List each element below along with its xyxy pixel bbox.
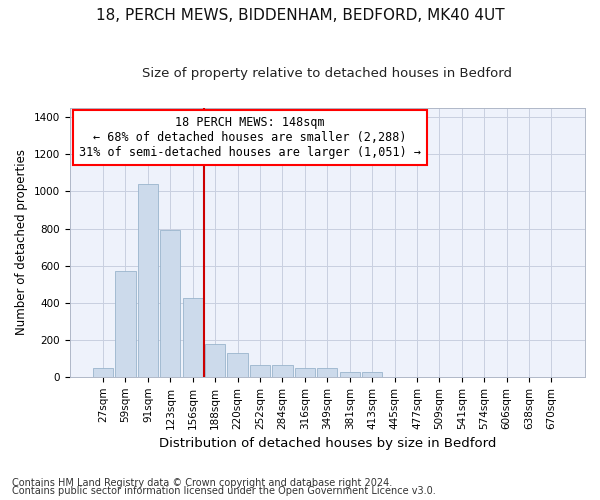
Bar	[227, 353, 248, 377]
Bar	[272, 365, 293, 377]
Bar	[138, 184, 158, 377]
Title: Size of property relative to detached houses in Bedford: Size of property relative to detached ho…	[142, 68, 512, 80]
Bar	[295, 368, 315, 377]
Text: 18 PERCH MEWS: 148sqm
← 68% of detached houses are smaller (2,288)
31% of semi-d: 18 PERCH MEWS: 148sqm ← 68% of detached …	[79, 116, 421, 159]
Text: Contains HM Land Registry data © Crown copyright and database right 2024.: Contains HM Land Registry data © Crown c…	[12, 478, 392, 488]
Bar	[205, 344, 225, 377]
Y-axis label: Number of detached properties: Number of detached properties	[15, 150, 28, 336]
Bar	[317, 368, 337, 377]
Bar	[340, 372, 360, 377]
Bar	[250, 365, 270, 377]
Bar	[160, 230, 181, 377]
Text: 18, PERCH MEWS, BIDDENHAM, BEDFORD, MK40 4UT: 18, PERCH MEWS, BIDDENHAM, BEDFORD, MK40…	[95, 8, 505, 22]
Bar	[182, 298, 203, 377]
Text: Contains public sector information licensed under the Open Government Licence v3: Contains public sector information licen…	[12, 486, 436, 496]
Bar	[362, 372, 382, 377]
Bar	[93, 368, 113, 377]
Bar	[115, 271, 136, 377]
X-axis label: Distribution of detached houses by size in Bedford: Distribution of detached houses by size …	[158, 437, 496, 450]
